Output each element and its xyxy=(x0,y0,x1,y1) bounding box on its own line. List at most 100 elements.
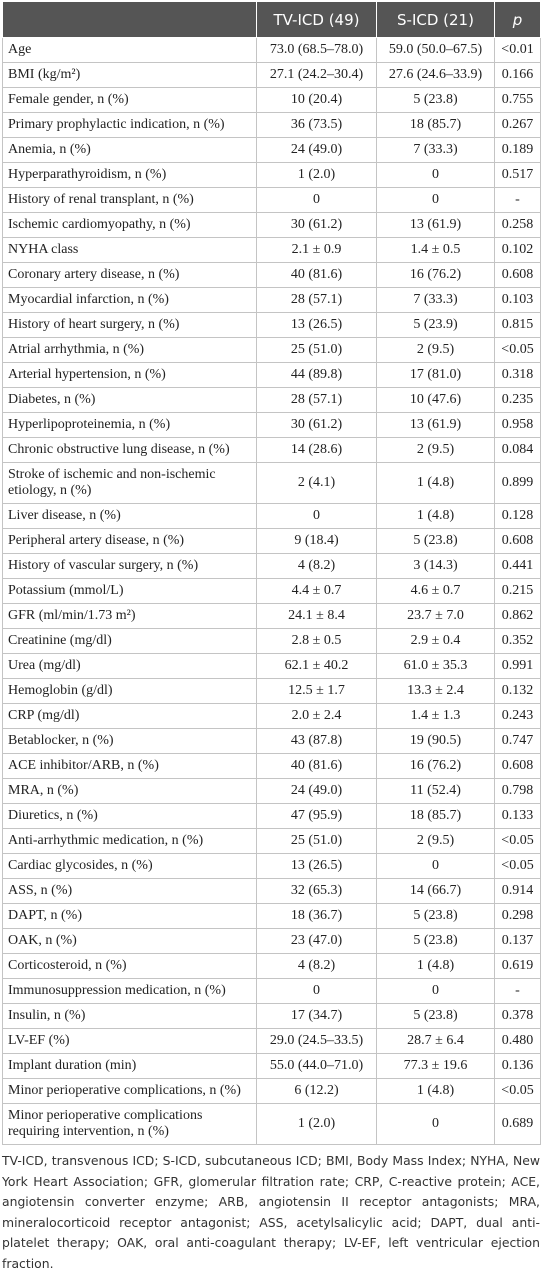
cell: 0.747 xyxy=(494,728,541,754)
cell: 0 xyxy=(376,978,495,1004)
cell: 16 (76.2) xyxy=(376,753,495,779)
cell: <0.05 xyxy=(494,853,541,879)
cell: 13 (61.9) xyxy=(376,212,495,238)
cell: 1 (4.8) xyxy=(376,503,495,529)
cell: 23.7 ± 7.0 xyxy=(376,603,495,629)
cell: 47 (95.9) xyxy=(256,803,377,829)
header-row: TV-ICD (49) S-ICD (21) p xyxy=(2,1,541,38)
table-row: Anti-arrhythmic medication, n (%) 25 (51.… xyxy=(2,828,541,854)
cell: 4.4 ± 0.7 xyxy=(256,578,377,604)
cell: 16 (76.2) xyxy=(376,262,495,288)
cell: 73.0 (68.5–78.0) xyxy=(256,37,377,63)
row-label: Diuretics, n (%) xyxy=(2,803,257,829)
cell: 61.0 ± 35.3 xyxy=(376,653,495,679)
row-label: Chronic obstructive lung disease, n (%) xyxy=(2,437,257,463)
cell: 1 (2.0) xyxy=(256,162,377,188)
cell: 0.815 xyxy=(494,312,541,338)
cell: <0.05 xyxy=(494,1078,541,1104)
table-row: ACE inhibitor/ARB, n (%) 40 (81.6) 16 (76.… xyxy=(2,753,541,779)
row-label: NYHA class xyxy=(2,237,257,263)
table-row: Age 73.0 (68.5–78.0) 59.0 (50.0–67.5) <0.01 xyxy=(2,37,541,63)
row-label: Stroke of ischemic and non-ischemic etio… xyxy=(2,462,257,504)
cell: 0.298 xyxy=(494,903,541,929)
cell: 18 (36.7) xyxy=(256,903,377,929)
table-row: ASS, n (%) 32 (65.3) 14 (66.7) 0.914 xyxy=(2,878,541,904)
cell: 0.991 xyxy=(494,653,541,679)
cell: 40 (81.6) xyxy=(256,262,377,288)
cell: 0.352 xyxy=(494,628,541,654)
table-row: Creatinine (mg/dl) 2.8 ± 0.5 2.9 ± 0.4 0.35… xyxy=(2,628,541,654)
cell: 5 (23.8) xyxy=(376,1003,495,1029)
cell: 19 (90.5) xyxy=(376,728,495,754)
cell: <0.05 xyxy=(494,828,541,854)
cell: 0.619 xyxy=(494,953,541,979)
cell: 7 (33.3) xyxy=(376,287,495,313)
row-label: Liver disease, n (%) xyxy=(2,503,257,529)
row-label: Ischemic cardiomyopathy, n (%) xyxy=(2,212,257,238)
cell: 0.689 xyxy=(494,1103,541,1145)
cell: 0.608 xyxy=(494,262,541,288)
row-label: CRP (mg/dl) xyxy=(2,703,257,729)
row-label: Minor perioperative complications requir… xyxy=(2,1103,257,1145)
cell: 1.4 ± 1.3 xyxy=(376,703,495,729)
row-label: LV-EF (%) xyxy=(2,1028,257,1054)
table-row: Urea (mg/dl) 62.1 ± 40.2 61.0 ± 35.3 0.991 xyxy=(2,653,541,679)
cell: 27.1 (24.2–30.4) xyxy=(256,62,377,88)
cell: 0.608 xyxy=(494,528,541,554)
cell: 0 xyxy=(376,162,495,188)
table-row: Hyperlipoproteinemia, n (%) 30 (61.2) 13 (… xyxy=(2,412,541,438)
cell: 0.608 xyxy=(494,753,541,779)
cell: 1 (4.8) xyxy=(376,953,495,979)
table-row: Immunosuppression medication, n (%) 0 0- xyxy=(2,978,541,1004)
cell: 0.517 xyxy=(494,162,541,188)
cell: 17 (34.7) xyxy=(256,1003,377,1029)
cell: 0.166 xyxy=(494,62,541,88)
row-label: Myocardial infarction, n (%) xyxy=(2,287,257,313)
cell: 13 (26.5) xyxy=(256,853,377,879)
cell: 24 (49.0) xyxy=(256,778,377,804)
row-label: Anemia, n (%) xyxy=(2,137,257,163)
row-label: Immunosuppression medication, n (%) xyxy=(2,978,257,1004)
cell: 30 (61.2) xyxy=(256,212,377,238)
cell: 2 (9.5) xyxy=(376,828,495,854)
cell: 2.8 ± 0.5 xyxy=(256,628,377,654)
cell: 0.958 xyxy=(494,412,541,438)
table: TV-ICD (49) S-ICD (21) p Age 73.0 (68.5–7… xyxy=(2,1,541,1145)
cell: 0 xyxy=(256,503,377,529)
cell: 4 (8.2) xyxy=(256,553,377,579)
row-label: Coronary artery disease, n (%) xyxy=(2,262,257,288)
cell: 10 (47.6) xyxy=(376,387,495,413)
row-label: Peripheral artery disease, n (%) xyxy=(2,528,257,554)
table-row: Hemoglobin (g/dl) 12.5 ± 1.7 13.3 ± 2.4 0.1… xyxy=(2,678,541,704)
row-label: BMI (kg/m²) xyxy=(2,62,257,88)
cell: 0.243 xyxy=(494,703,541,729)
cell: 29.0 (24.5–33.5) xyxy=(256,1028,377,1054)
cell: 59.0 (50.0–67.5) xyxy=(376,37,495,63)
row-label: Age xyxy=(2,37,257,63)
table-row: Minor perioperative complications requir… xyxy=(2,1103,541,1145)
cell: 13.3 ± 2.4 xyxy=(376,678,495,704)
cell: 14 (28.6) xyxy=(256,437,377,463)
row-label: Insulin, n (%) xyxy=(2,1003,257,1029)
cell: 0 xyxy=(256,187,377,213)
table-row: Minor perioperative complications, n (%)… xyxy=(2,1078,541,1104)
table-row: Peripheral artery disease, n (%) 9 (18.4)… xyxy=(2,528,541,554)
cell: 2.1 ± 0.9 xyxy=(256,237,377,263)
table-row: Ischemic cardiomyopathy, n (%) 30 (61.2) 1… xyxy=(2,212,541,238)
header-cell: S-ICD (21) xyxy=(376,1,495,38)
cell: 2 (4.1) xyxy=(256,462,377,504)
cell: 13 (26.5) xyxy=(256,312,377,338)
cell: 77.3 ± 19.6 xyxy=(376,1053,495,1079)
row-label: ASS, n (%) xyxy=(2,878,257,904)
table-row: Potassium (mmol/L) 4.4 ± 0.7 4.6 ± 0.7 0.21… xyxy=(2,578,541,604)
cell: 0.267 xyxy=(494,112,541,138)
table-row: History of renal transplant, n (%) 0 0- xyxy=(2,187,541,213)
cell: 2.0 ± 2.4 xyxy=(256,703,377,729)
cell: 44 (89.8) xyxy=(256,362,377,388)
cell: 0.133 xyxy=(494,803,541,829)
cell: 0.235 xyxy=(494,387,541,413)
row-label: Corticosteroid, n (%) xyxy=(2,953,257,979)
cell: 0.318 xyxy=(494,362,541,388)
table-row: Arterial hypertension, n (%) 44 (89.8) 17 … xyxy=(2,362,541,388)
cell: 0 xyxy=(256,978,377,1004)
